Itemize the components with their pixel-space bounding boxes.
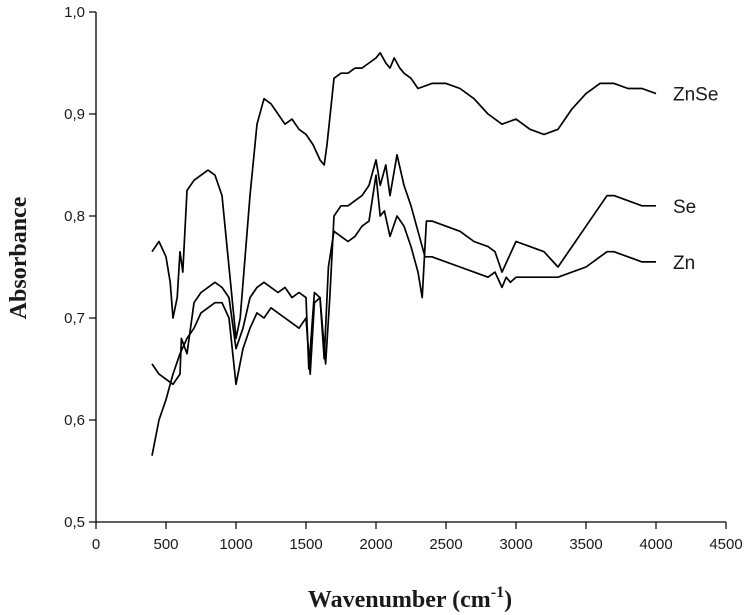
series-label-se: Se (673, 197, 696, 218)
x-tick-label: 3500 (569, 536, 602, 553)
y-tick-label: 0,6 (64, 412, 85, 429)
x-axis-title-main: Wavenumber (cm (308, 587, 491, 613)
axes (95, 12, 726, 523)
plot-series (151, 51, 657, 456)
x-tick-label: 2500 (429, 536, 462, 553)
x-tick-label: 2000 (359, 536, 392, 553)
x-axis-title-end: ) (504, 587, 512, 613)
x-tick-label: 500 (153, 536, 178, 553)
series-label-zn: Zn (673, 253, 695, 274)
y-axis-title: Absorbance (6, 196, 32, 319)
x-tick-label: 1500 (289, 536, 322, 553)
x-tick-label: 1000 (219, 536, 252, 553)
series-line-se (151, 174, 656, 456)
x-ticks: 0 500 1000 1500 2000 2500 3000 3500 4000 4500 (92, 522, 743, 553)
series-line-znse (151, 51, 657, 340)
y-tick-label: 0,5 (64, 514, 85, 531)
series-label-znse: ZnSe (673, 85, 718, 106)
x-axis-title-superscript: -1 (491, 584, 504, 601)
y-tick-label: 0,9 (64, 106, 85, 123)
y-ticks: 0,5 0,6 0,7 0,8 0,9 1,0 (64, 4, 96, 531)
series-labels: ZnSe Se Zn (673, 85, 718, 274)
y-tick-label: 1,0 (64, 4, 85, 21)
x-tick-label: 0 (92, 536, 100, 553)
x-tick-label: 4500 (709, 536, 742, 553)
x-tick-label: 3000 (499, 536, 532, 553)
series-line-zn (151, 153, 656, 386)
y-tick-label: 0,8 (64, 208, 85, 225)
x-tick-label: 4000 (639, 536, 672, 553)
x-axis-title: Wavenumber (cm-1) (308, 584, 512, 613)
y-tick-label: 0,7 (64, 310, 85, 327)
